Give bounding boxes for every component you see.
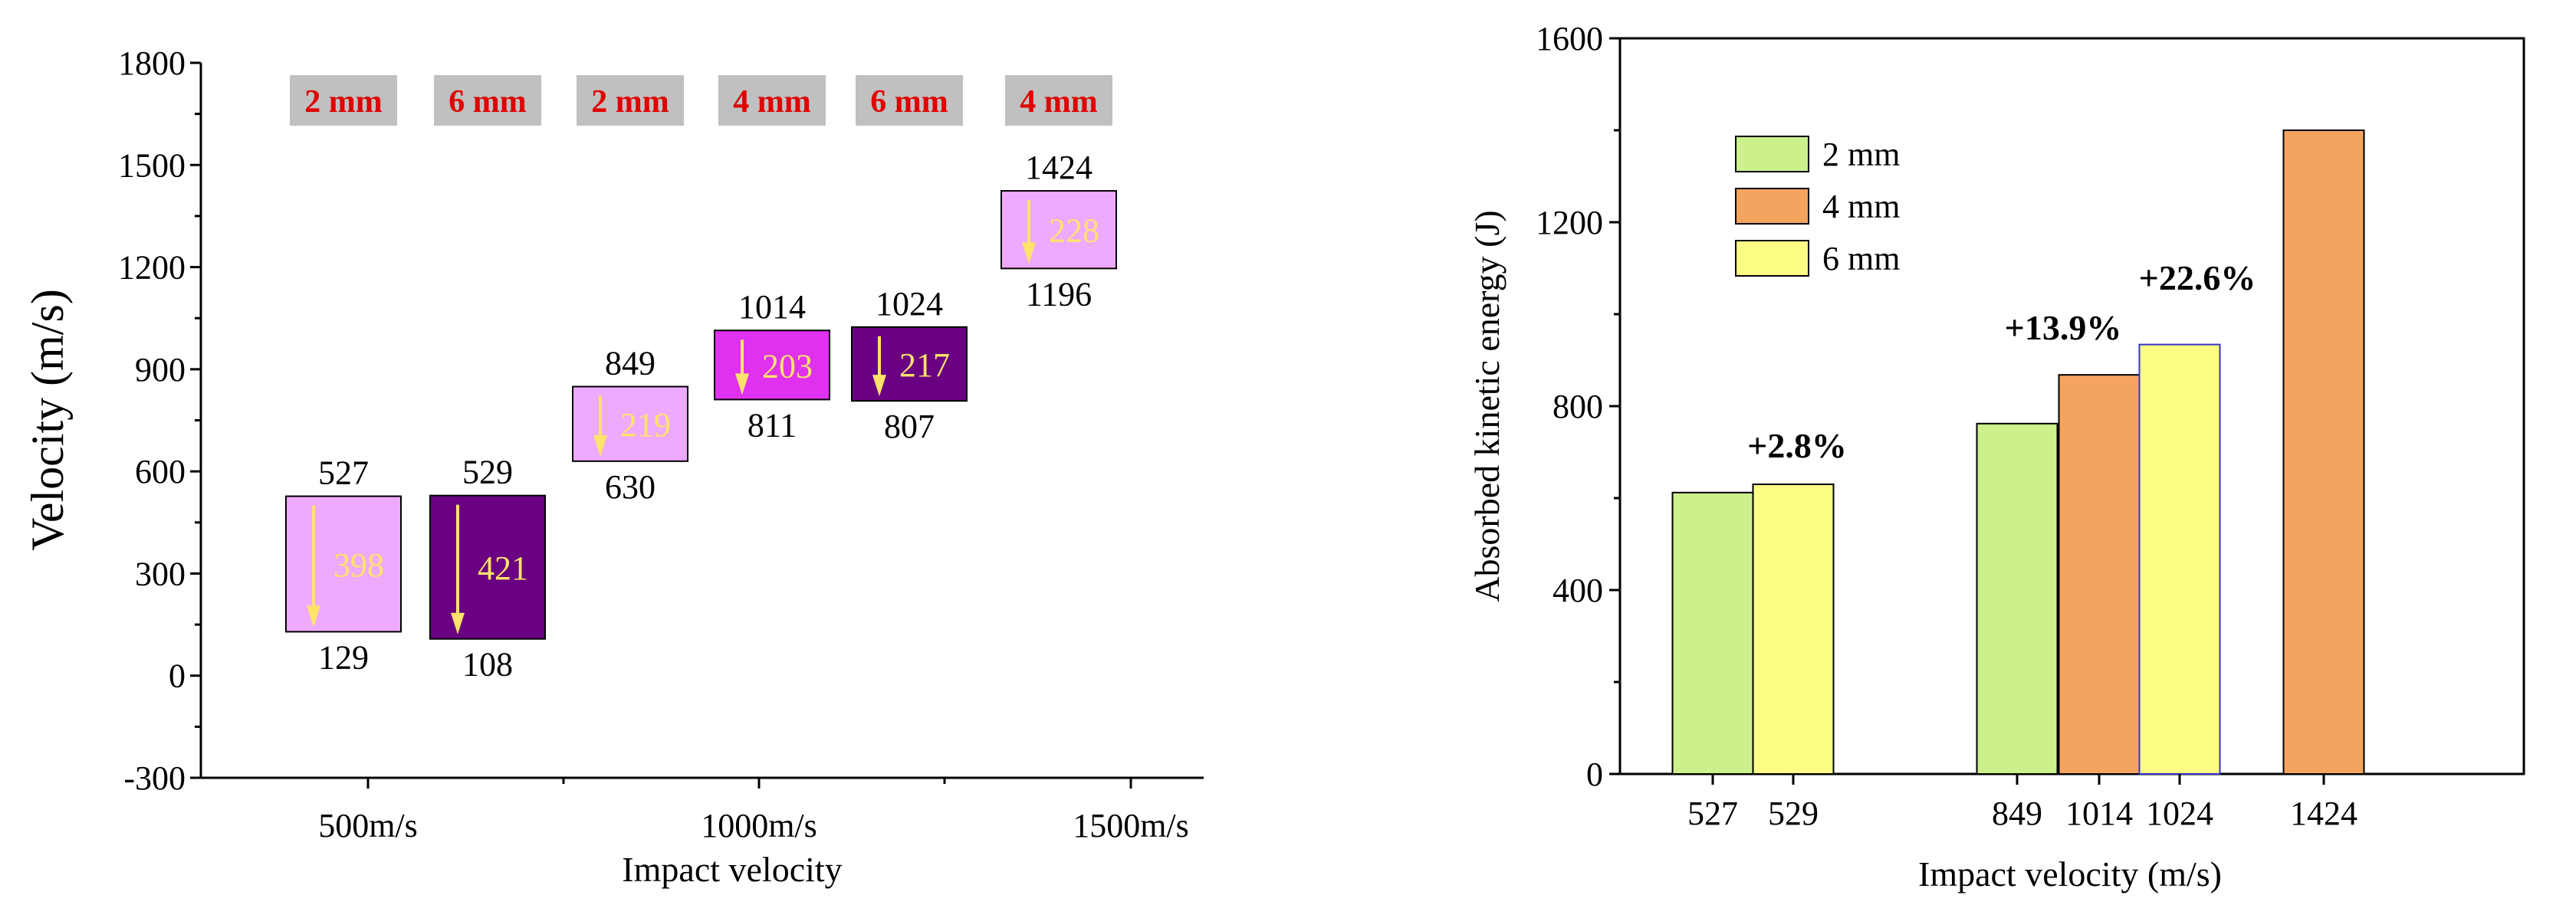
right-x-tick-label: 527 <box>1687 795 1738 832</box>
velocity-bar <box>714 330 830 401</box>
left-y-axis-label: Velocity (m/s) <box>22 289 73 551</box>
right-x-tick-label: 529 <box>1768 795 1819 832</box>
thickness-tag-label: 4 mm <box>733 84 810 120</box>
velocity-bar <box>1001 190 1117 270</box>
left-y-tick-label: 1500 <box>118 146 186 184</box>
initial-velocity-label: 849 <box>605 345 656 382</box>
right-y-tick-label: 0 <box>1586 756 1603 793</box>
velocity-drop-label: 217 <box>899 346 950 384</box>
residual-velocity-label: 1196 <box>1026 275 1092 313</box>
left-y-tick-label: 300 <box>135 555 186 592</box>
velocity-drop-label: 228 <box>1049 212 1099 250</box>
velocity-drop-label: 203 <box>762 347 813 385</box>
initial-velocity-label: 529 <box>462 454 513 491</box>
velocity-drop-arrowhead <box>735 373 749 395</box>
residual-velocity-label: 630 <box>605 468 656 506</box>
velocity-drop-arrowhead <box>593 434 607 457</box>
initial-velocity-label: 1424 <box>1025 149 1092 186</box>
right-x-tick-label: 1024 <box>2146 795 2213 832</box>
left-y-tick-label: 1800 <box>118 44 186 82</box>
velocity-drop-arrowhead <box>872 375 886 397</box>
velocity-drop-arrowhead <box>451 612 465 634</box>
right-y-axis-label: Absorbed kinetic energy (J) <box>1467 210 1506 602</box>
thickness-tag-box <box>718 75 826 126</box>
legend-label: 6 mm <box>1822 240 1900 277</box>
velocity-drop-label: 219 <box>620 406 671 444</box>
right-y-tick-label: 1600 <box>1536 20 1603 57</box>
residual-velocity-label: 129 <box>318 638 369 676</box>
thickness-tag-label: 6 mm <box>870 84 948 120</box>
legend-swatch <box>1735 136 1809 172</box>
left-y-tick-label: -300 <box>123 759 186 797</box>
thickness-tag-box <box>434 75 541 126</box>
legend-label: 4 mm <box>1822 188 1900 225</box>
percent-increase-annotation: +13.9% <box>2005 308 2122 347</box>
right-energy-chart: 0 400 800 1200 1600 527 529 849 1014 1024 1424 +2.8… <box>1467 20 2525 894</box>
velocity-drop-arrowhead <box>307 605 320 628</box>
velocity-drop-label: 421 <box>478 549 528 587</box>
energy-bar <box>1752 484 1835 775</box>
left-x-tick-label: 500m/s <box>318 807 418 844</box>
left-x-axis-label: Impact velocity <box>622 850 842 889</box>
right-x-tick-label: 1424 <box>2290 795 2358 832</box>
residual-velocity-label: 811 <box>748 406 797 444</box>
velocity-bar <box>572 385 688 462</box>
left-y-tick-label: 900 <box>135 351 186 389</box>
percent-increase-annotation: +22.6% <box>2139 258 2256 297</box>
thickness-tag-box <box>577 75 684 126</box>
energy-bar <box>1976 422 2058 775</box>
left-y-tick-label: 0 <box>169 657 186 695</box>
residual-velocity-label: 108 <box>462 646 513 684</box>
legend-swatch <box>1735 240 1809 277</box>
left-y-tick-label: 1200 <box>118 249 186 287</box>
right-y-tick-label: 400 <box>1552 572 1603 609</box>
thickness-tag-label: 2 mm <box>591 84 669 120</box>
velocity-bar <box>851 326 968 402</box>
velocity-bar <box>429 494 546 640</box>
left-x-tick-label: 1500m/s <box>1073 807 1189 844</box>
left-y-tick-label: 600 <box>135 453 186 490</box>
thickness-tag-box <box>856 75 963 126</box>
right-y-tick-label: 800 <box>1552 388 1603 425</box>
right-x-axis-label: Impact velocity (m/s) <box>1918 854 2222 894</box>
velocity-drop-arrowhead <box>1022 242 1036 264</box>
energy-bar <box>1671 491 1754 775</box>
energy-bar <box>2282 130 2365 775</box>
legend-label: 2 mm <box>1822 136 1900 173</box>
percent-increase-annotation: +2.8% <box>1747 426 1847 465</box>
initial-velocity-label: 1024 <box>876 285 943 323</box>
thickness-tag-label: 4 mm <box>1020 84 1097 120</box>
residual-velocity-label: 807 <box>884 408 935 445</box>
velocity-drop-label: 398 <box>334 546 384 584</box>
right-x-tick-label: 849 <box>1992 795 2042 832</box>
energy-bar <box>2058 374 2141 775</box>
initial-velocity-label: 1014 <box>738 288 806 326</box>
right-y-tick-label: 1200 <box>1536 204 1603 241</box>
thickness-tag-label: 2 mm <box>304 84 382 120</box>
velocity-bar <box>285 495 402 633</box>
left-x-tick-label: 1000m/s <box>701 807 817 844</box>
left-velocity-chart: -300 0 300 600 900 1200 1500 1800 500m/s 1000m/s 1… <box>22 44 1204 889</box>
thickness-tag-box <box>290 75 397 126</box>
right-x-tick-label: 1014 <box>2065 795 2133 832</box>
initial-velocity-label: 527 <box>318 454 369 492</box>
thickness-tag-label: 6 mm <box>449 84 526 120</box>
thickness-tag-box <box>1005 75 1112 126</box>
energy-bar <box>2138 343 2221 775</box>
legend-swatch <box>1735 188 1809 225</box>
